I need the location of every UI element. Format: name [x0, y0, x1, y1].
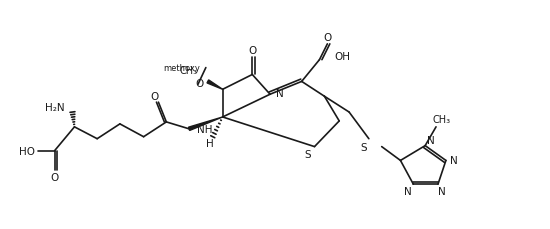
Text: OH: OH	[334, 52, 350, 61]
Polygon shape	[189, 117, 223, 131]
Polygon shape	[207, 81, 223, 90]
Text: S: S	[361, 142, 367, 152]
Text: NH: NH	[197, 124, 212, 134]
Text: CH₃: CH₃	[433, 114, 451, 124]
Text: O: O	[323, 33, 332, 43]
Text: N: N	[438, 186, 446, 196]
Text: N: N	[276, 89, 284, 99]
Text: N: N	[450, 156, 458, 166]
Text: N: N	[427, 135, 435, 145]
Text: H₂N: H₂N	[45, 103, 64, 113]
Text: CH₃: CH₃	[180, 65, 198, 75]
Text: O: O	[196, 79, 204, 89]
Text: N: N	[404, 186, 412, 196]
Text: S: S	[304, 149, 311, 159]
Text: H: H	[206, 138, 213, 148]
Text: HO: HO	[19, 146, 35, 156]
Text: O: O	[150, 92, 158, 102]
Text: methoxy: methoxy	[163, 64, 200, 73]
Text: O: O	[248, 46, 256, 56]
Text: O: O	[51, 172, 59, 183]
